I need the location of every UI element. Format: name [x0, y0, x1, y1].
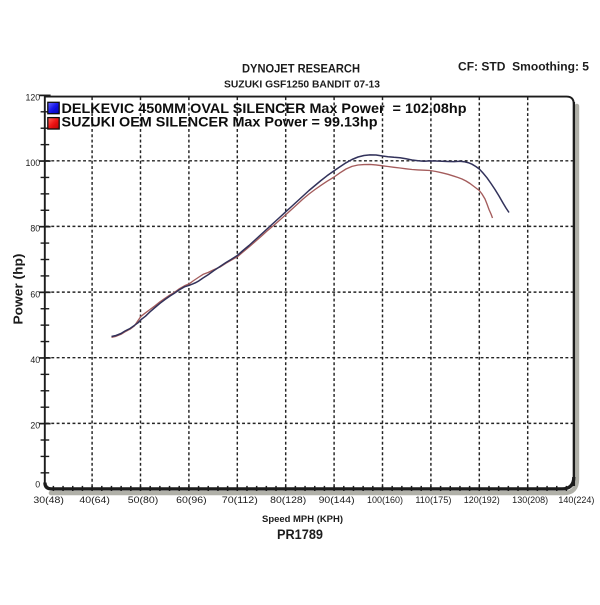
svg-text:120(192): 120(192)	[464, 495, 500, 505]
svg-text:130(208): 130(208)	[512, 495, 548, 505]
svg-text:60(96): 60(96)	[176, 495, 207, 505]
svg-text:110(175): 110(175)	[415, 495, 451, 505]
svg-text:100(160): 100(160)	[367, 495, 403, 505]
svg-text:SUZUKI OEM SILENCER Max Power: SUZUKI OEM SILENCER Max Power = 99.13hp	[62, 114, 378, 130]
svg-text:Power (hp): Power (hp)	[12, 254, 26, 325]
svg-text:Speed MPH (KPH): Speed MPH (KPH)	[262, 514, 343, 525]
svg-text:70(112): 70(112)	[222, 495, 258, 505]
svg-text:40(64): 40(64)	[79, 495, 110, 505]
svg-text:SUZUKI GSF1250 BANDIT 07-13: SUZUKI GSF1250 BANDIT 07-13	[224, 79, 380, 91]
svg-text:PR1789: PR1789	[277, 527, 323, 542]
svg-text:90(144): 90(144)	[319, 495, 355, 505]
svg-text:CF: STD Smoothing: 5: CF: STD Smoothing: 5	[458, 62, 590, 74]
svg-text:100: 100	[26, 158, 41, 168]
svg-text:140(224): 140(224)	[558, 495, 594, 505]
svg-text:60: 60	[30, 289, 40, 299]
svg-text:20: 20	[30, 421, 40, 431]
svg-text:30(48): 30(48)	[33, 495, 64, 505]
svg-text:80(128): 80(128)	[270, 495, 306, 505]
svg-text:50(80): 50(80)	[128, 495, 159, 505]
svg-text:DYNOJET RESEARCH: DYNOJET RESEARCH	[242, 64, 360, 76]
svg-text:40: 40	[30, 355, 40, 365]
svg-text:120: 120	[26, 92, 41, 102]
svg-text:0: 0	[35, 480, 40, 490]
svg-text:80: 80	[30, 224, 40, 234]
svg-text:DELKEVIC 450MM OVAL SILENCER M: DELKEVIC 450MM OVAL SILENCER Max Power =…	[62, 100, 467, 116]
